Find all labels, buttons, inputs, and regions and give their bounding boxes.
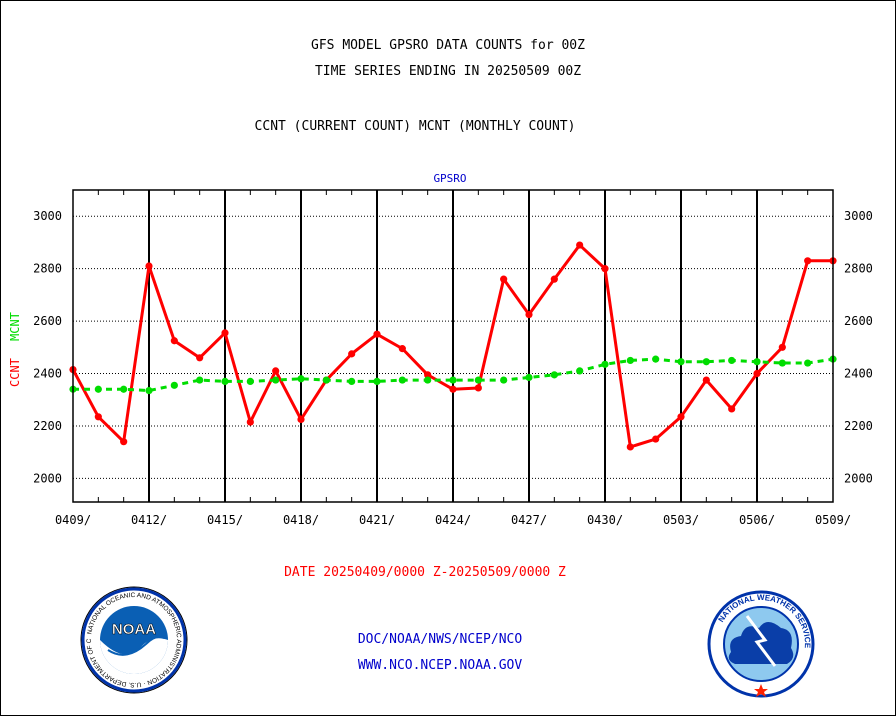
chart-title: GFS MODEL GPSRO DATA COUNTS for 00Z	[311, 38, 585, 53]
data-point-ccnt	[196, 354, 204, 362]
data-point-ccnt	[398, 345, 406, 353]
data-point-mcnt	[145, 386, 153, 395]
data-point-mcnt	[196, 376, 204, 384]
data-point-mcnt	[94, 385, 102, 393]
data-point-ccnt	[804, 257, 812, 265]
data-point-mcnt	[322, 376, 330, 384]
x-tick-label: 0503/	[663, 513, 699, 527]
data-point-mcnt	[601, 360, 609, 368]
data-point-mcnt	[550, 371, 558, 379]
ylabel-ccnt: CCNT	[8, 358, 22, 387]
data-point-ccnt	[778, 343, 786, 351]
data-point-ccnt	[576, 241, 584, 249]
y-tick-label-right: 2000	[844, 471, 873, 485]
panel-title: GPSRO	[433, 172, 467, 185]
data-point-ccnt	[272, 367, 280, 375]
y-tick-label-right: 2200	[844, 419, 873, 433]
data-point-ccnt	[652, 435, 660, 443]
y-tick-label-right: 3000	[844, 209, 873, 223]
data-point-mcnt	[246, 377, 254, 385]
chart-subtitle: TIME SERIES ENDING IN 20250509 00Z	[314, 64, 582, 79]
data-point-ccnt	[120, 438, 128, 446]
data-point-mcnt	[170, 381, 178, 389]
data-point-ccnt	[424, 371, 432, 379]
y-tick-label-left: 2600	[33, 314, 62, 328]
series-description: CCNT (CURRENT COUNT) MCNT (MONTHLY COUNT…	[254, 119, 576, 134]
data-point-mcnt	[398, 376, 406, 384]
data-point-ccnt	[221, 329, 229, 337]
y-tick-label-left: 2800	[33, 262, 62, 276]
x-tick-label: 0412/	[131, 513, 167, 527]
data-point-mcnt	[753, 358, 761, 366]
data-point-mcnt	[221, 377, 229, 385]
credit-line-1: DOC/NOAA/NWS/NCEP/NCO	[357, 632, 523, 647]
y-tick-label-left: 3000	[33, 209, 62, 223]
data-point-mcnt	[424, 376, 432, 384]
data-point-mcnt	[373, 377, 381, 385]
data-point-mcnt	[778, 359, 786, 367]
data-point-ccnt	[246, 418, 254, 426]
data-point-mcnt	[500, 376, 508, 384]
data-point-ccnt	[702, 376, 710, 384]
data-point-mcnt	[474, 376, 482, 384]
y-tick-label-left: 2400	[33, 367, 62, 381]
data-point-ccnt	[297, 415, 305, 424]
data-point-ccnt	[348, 350, 356, 358]
nws-logo-icon: NATIONAL WEATHER SERVICE	[707, 590, 815, 698]
data-point-ccnt	[145, 262, 153, 270]
data-point-mcnt	[272, 376, 280, 384]
y-tick-label-right: 2800	[844, 262, 873, 276]
data-point-ccnt	[373, 330, 381, 338]
x-tick-label: 0430/	[587, 513, 623, 527]
data-point-mcnt	[626, 356, 634, 365]
data-point-ccnt	[550, 275, 558, 283]
y-tick-label-right: 2400	[844, 367, 873, 381]
x-tick-label: 0509/	[815, 513, 851, 527]
data-point-mcnt	[576, 367, 584, 375]
x-tick-label: 0418/	[283, 513, 319, 527]
data-point-ccnt	[525, 310, 533, 319]
data-point-mcnt	[804, 359, 812, 367]
x-tick-label: 0415/	[207, 513, 243, 527]
data-point-mcnt	[652, 355, 660, 363]
y-tick-label-right: 2600	[844, 314, 873, 328]
y-tick-label-left: 2000	[33, 471, 62, 485]
x-tick-label: 0409/	[55, 513, 91, 527]
data-point-ccnt	[626, 443, 634, 451]
data-point-ccnt	[677, 413, 685, 421]
data-point-mcnt	[525, 373, 533, 382]
data-point-ccnt	[728, 405, 736, 413]
noaa-logo-text: NOAA	[112, 621, 156, 638]
x-tick-label: 0506/	[739, 513, 775, 527]
data-point-mcnt	[348, 377, 356, 385]
data-point-mcnt	[120, 385, 128, 393]
data-point-ccnt	[601, 265, 609, 273]
noaa-logo-icon: NOAA NATIONAL OCEANIC AND ATMOSPHERIC AD…	[80, 586, 188, 694]
data-point-ccnt	[474, 384, 482, 392]
y-tick-label-left: 2200	[33, 419, 62, 433]
data-point-mcnt	[449, 376, 457, 384]
ylabel-mcnt: MCNT	[8, 312, 22, 341]
plot-border	[72, 189, 834, 503]
data-point-ccnt	[449, 385, 457, 393]
data-point-ccnt	[500, 275, 508, 283]
data-point-ccnt	[170, 337, 178, 345]
x-tick-label: 0427/	[511, 513, 547, 527]
data-point-mcnt	[297, 375, 305, 383]
data-point-mcnt	[677, 358, 685, 366]
x-tick-label: 0424/	[435, 513, 471, 527]
data-point-mcnt	[728, 356, 736, 365]
date-range-label: DATE 20250409/0000 Z-20250509/0000 Z	[284, 565, 566, 580]
credit-line-2: WWW.NCO.NCEP.NOAA.GOV	[357, 658, 523, 673]
data-point-mcnt	[702, 358, 710, 366]
data-point-ccnt	[94, 413, 102, 421]
data-point-ccnt	[753, 369, 761, 378]
x-tick-label: 0421/	[359, 513, 395, 527]
